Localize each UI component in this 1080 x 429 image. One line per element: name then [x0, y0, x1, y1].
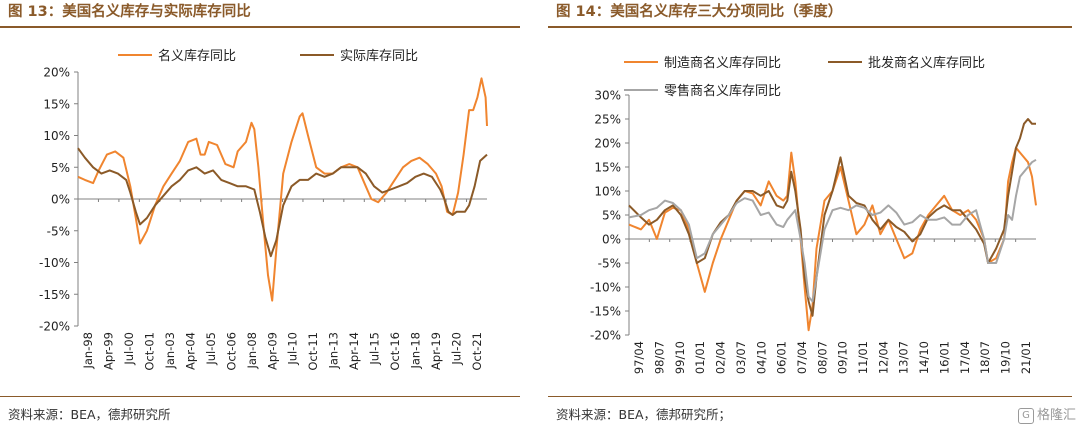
- x-tick-label: Apr-14: [347, 332, 361, 370]
- source-note: 资料来源：BEA，德邦研究所；: [556, 407, 732, 422]
- x-tick-label: 09/10: [836, 341, 850, 374]
- legend-label: 名义库存同比: [158, 48, 236, 64]
- title-rule: [0, 26, 520, 28]
- watermark: G 格隆汇: [1017, 404, 1076, 424]
- x-tick-label: Jul-15: [368, 332, 382, 366]
- chart-panel-right: 图 14：美国名义库存三大分项同比（季度） -20% -15% -10% -5% 0% 5…: [548, 0, 1080, 429]
- series-line: [628, 158, 1037, 303]
- chart-title: 图 13：美国名义库存与实际库存同比: [8, 4, 251, 20]
- series-line: [77, 147, 488, 258]
- x-tick-label: 17/04: [958, 341, 972, 374]
- y-tick-label: 15%: [594, 161, 621, 175]
- x-tick-label: Jan-18: [408, 332, 422, 370]
- source-note: 资料来源：BEA，德邦研究所: [8, 407, 171, 422]
- x-tick-label: 02/04: [714, 341, 728, 374]
- source-rule: [548, 396, 1072, 397]
- x-tick-label: 19/10: [998, 341, 1012, 374]
- y-tick-label: -20%: [590, 329, 621, 343]
- x-tick-label: 18/07: [978, 341, 992, 374]
- y-tick-label: -10%: [590, 281, 621, 295]
- x-tick-label: 07/04: [795, 341, 809, 374]
- y-tick-label: 30%: [594, 89, 621, 103]
- x-tick-label: Oct-21: [470, 332, 484, 371]
- watermark-text: 格隆汇: [1036, 408, 1076, 423]
- x-tick-label: Jul-10: [286, 332, 300, 366]
- x-tick-label: Oct-06: [224, 332, 238, 371]
- source-rule: [0, 396, 520, 397]
- legend-label: 制造商名义库存同比: [664, 55, 781, 71]
- y-tick-label: -10%: [39, 256, 70, 270]
- y-tick-label: 25%: [594, 113, 621, 127]
- y-tick-label: -15%: [590, 305, 621, 319]
- x-tick-label: Jul-00: [122, 332, 136, 366]
- x-tick-label: 13/07: [897, 341, 911, 374]
- y-tick-label: -15%: [39, 288, 70, 302]
- x-tick-label: 04/10: [754, 341, 768, 374]
- x-tick-label: Jan-13: [327, 332, 341, 370]
- x-tick-label: Jan-98: [81, 332, 95, 370]
- chart-panel-left: 图 13：美国名义库存与实际库存同比 -20% -15% -10% -5% 0% 5% 10…: [0, 0, 535, 429]
- x-tick-label: Jan-03: [163, 332, 177, 370]
- y-tick-label: -20%: [39, 320, 70, 334]
- title-rule: [548, 26, 1072, 28]
- y-tick-label: 15%: [43, 97, 70, 111]
- x-tick-label: Oct-11: [306, 332, 320, 371]
- x-tick-label: 01/01: [693, 341, 707, 374]
- legend-label: 零售商名义库存同比: [664, 83, 781, 99]
- x-tick-label: 12/04: [876, 341, 890, 374]
- y-tick-label: 0%: [51, 193, 70, 207]
- chart-left-svg: -20% -15% -10% -5% 0% 5% 10% 15% 20% Jan-98 Apr-99…: [39, 48, 488, 371]
- x-tick-label: 06/01: [775, 341, 789, 374]
- y-tick-label: -5%: [47, 224, 70, 238]
- y-tick-label: 0%: [602, 233, 621, 247]
- legend-label: 批发商名义库存同比: [868, 55, 985, 71]
- y-tick-label: 20%: [43, 66, 70, 80]
- x-tick-label: 03/07: [734, 341, 748, 374]
- x-tick-label: Oct-01: [143, 332, 157, 371]
- x-tick-label: Apr-04: [183, 332, 197, 370]
- x-tick-label: 11/01: [856, 341, 870, 374]
- y-tick-label: 5%: [51, 161, 70, 175]
- chart-title: 图 14：美国名义库存三大分项同比（季度）: [556, 4, 843, 20]
- x-tick-label: 08/07: [815, 341, 829, 374]
- watermark-logo-icon: G: [1017, 407, 1034, 424]
- series-line: [77, 77, 488, 302]
- x-tick-label: 97/04: [632, 341, 646, 374]
- x-tick-label: 99/10: [673, 341, 687, 374]
- chart-right-svg: -20% -15% -10% -5% 0% 5% 10% 15% 20% 25% 30% 97/04 9…: [590, 55, 1037, 374]
- x-tick-label: Apr-09: [265, 332, 279, 370]
- x-tick-label: Jul-05: [204, 332, 218, 366]
- x-tick-label: 16/01: [937, 341, 951, 374]
- x-tick-label: Apr-99: [102, 332, 116, 370]
- legend-label: 实际库存同比: [340, 48, 418, 64]
- x-tick-label: Jul-20: [449, 332, 463, 366]
- x-tick-label: 98/07: [653, 341, 667, 374]
- x-tick-label: 14/10: [917, 341, 931, 374]
- y-tick-label: 5%: [602, 209, 621, 223]
- x-tick-label: Jan-08: [245, 332, 259, 370]
- y-tick-label: 10%: [594, 185, 621, 199]
- x-tick-label: Apr-19: [429, 332, 443, 370]
- x-tick-label: Oct-16: [388, 332, 402, 371]
- x-tick-label: 21/01: [1019, 341, 1033, 374]
- y-tick-label: 10%: [43, 129, 70, 143]
- y-tick-label: 20%: [594, 137, 621, 151]
- y-tick-label: -5%: [598, 257, 621, 271]
